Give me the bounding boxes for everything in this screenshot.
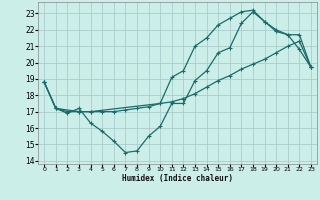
X-axis label: Humidex (Indice chaleur): Humidex (Indice chaleur) (122, 174, 233, 183)
